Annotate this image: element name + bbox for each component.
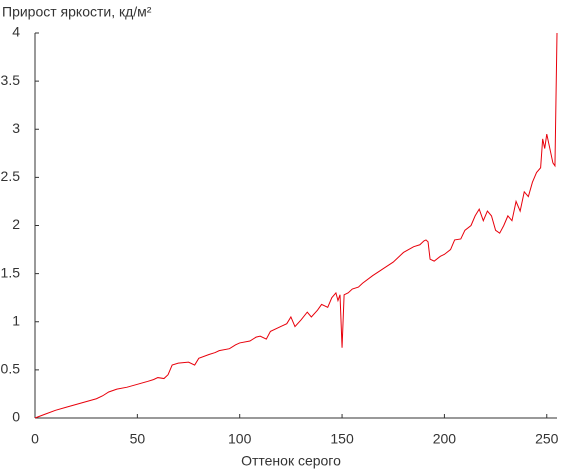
x-tick-label: 150 [330,431,354,447]
x-tick-label: 50 [130,431,146,447]
x-tick-label: 250 [535,431,559,447]
data-line [34,32,558,419]
x-tick-label: 200 [433,431,457,447]
y-tick-label: 3 [12,120,20,136]
y-tick-label: 0 [12,409,20,425]
y-tick-label: 2.5 [1,168,21,184]
y-tick-label: 0.5 [1,361,21,377]
x-tick-label: 100 [228,431,252,447]
chart-title: Прирост яркости, кд/м² [2,4,152,20]
y-tick-label: 1.5 [1,264,21,280]
y-tick-label: 4 [12,24,20,40]
y-tick-label: 2 [12,216,20,232]
x-axis-label: Оттенок серого [241,453,341,469]
x-tick-label: 0 [31,431,39,447]
y-tick-label: 1 [12,312,20,328]
y-tick-label: 3.5 [1,72,21,88]
